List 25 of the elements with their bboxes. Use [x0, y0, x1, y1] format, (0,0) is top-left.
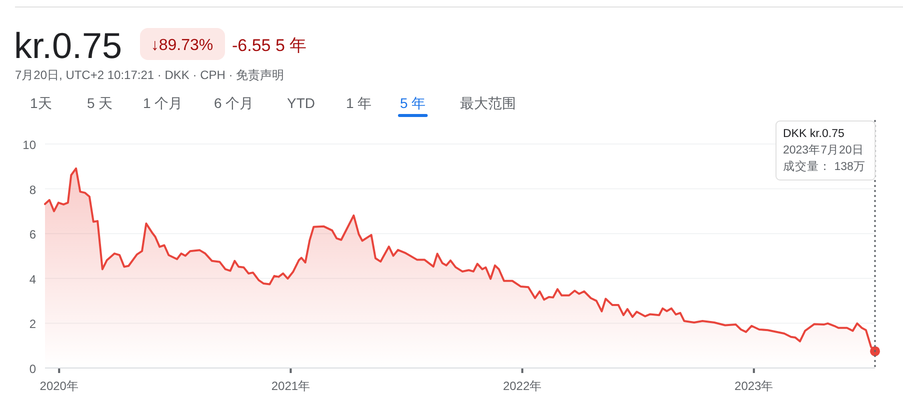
text: DKK kr.0.75 [783, 128, 844, 140]
text: -6.55 5 年 [232, 36, 307, 55]
text: ↓89.73% [150, 37, 214, 54]
x-tick-label: 2022年 [502, 379, 542, 393]
y-tick-label: 10 [22, 138, 36, 152]
text: 5 天 [87, 95, 113, 111]
text: 6 个月 [214, 95, 254, 111]
text: YTD [287, 95, 315, 111]
x-tick-label: 2023年 [734, 379, 774, 393]
text: 1天 [30, 95, 52, 111]
y-tick-label: 4 [29, 272, 36, 286]
text: 5 年 [400, 95, 426, 111]
text: 1 年 [346, 95, 372, 111]
x-tick-label: 2021年 [271, 379, 310, 393]
y-tick-label: 8 [29, 182, 36, 197]
annotation: 2023年7月20日 [783, 144, 864, 156]
text: 1 个月 [143, 95, 183, 111]
y-tick-label: 2 [29, 317, 36, 332]
chart-subtitle: 7月20日, UTC+2 10:17:21 · DKK · CPH · 免责声明 [15, 68, 284, 82]
x-tick-label: 2020年 [40, 379, 78, 393]
annotation: 成交量： 138万 [783, 159, 866, 173]
y-tick-label: 0 [29, 362, 36, 376]
y-tick-label: 6 [29, 228, 36, 242]
chart-title: kr.0.75 [14, 25, 122, 66]
text: 最大范围 [460, 95, 516, 111]
